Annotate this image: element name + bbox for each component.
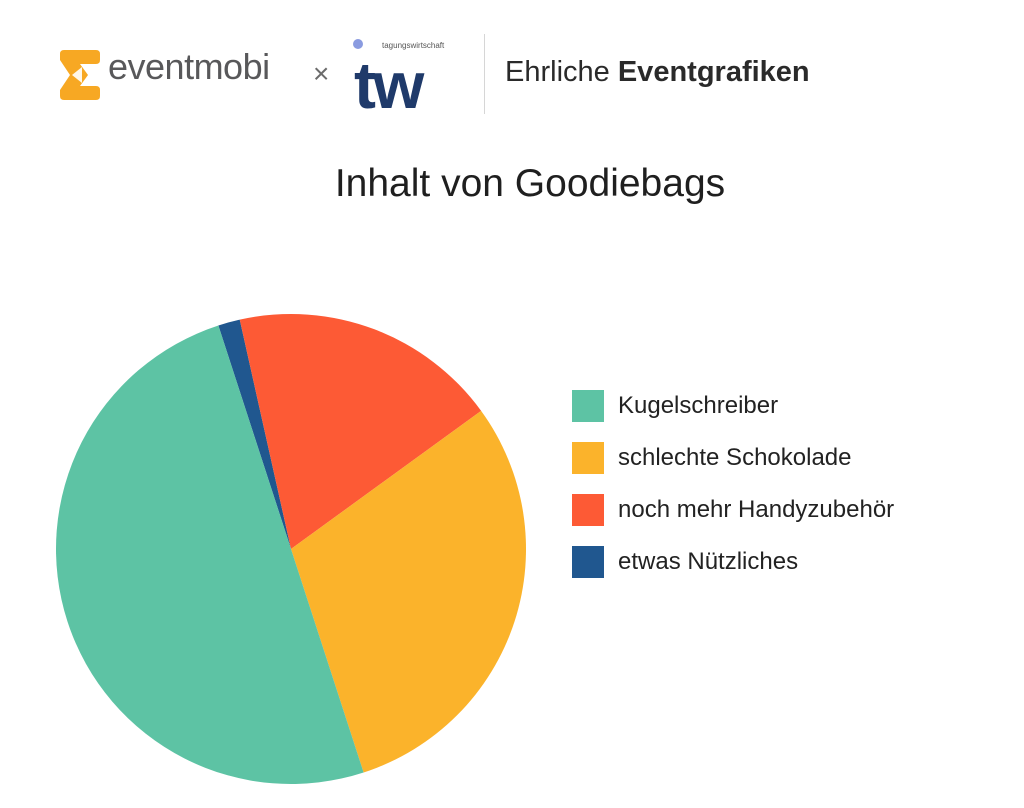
svg-text:tw: tw xyxy=(354,48,425,112)
legend-label: Kugelschreiber xyxy=(618,392,779,419)
header-divider xyxy=(484,34,485,114)
legend-swatch xyxy=(572,390,604,422)
pie-slice-noch-mehr-handyzubehör xyxy=(239,314,482,549)
chart-legend: Kugelschreiber schlechte Schokolade noch m… xyxy=(572,380,992,588)
pie-chart xyxy=(55,314,527,785)
legend-swatch xyxy=(572,494,604,526)
legend-item: Kugelschreiber xyxy=(572,380,992,432)
legend-label: schlechte Schokolade xyxy=(618,444,852,471)
legend-label: noch mehr Handyzubehör xyxy=(618,496,895,523)
eventmobi-logo-icon xyxy=(60,50,100,100)
svg-text:tagungswirtschaft: tagungswirtschaft xyxy=(382,41,445,50)
pie-slice-etwas-nützliches xyxy=(218,319,291,549)
pie-slice-schlechte-schokolade xyxy=(291,410,527,773)
legend-item: etwas Nützliches xyxy=(572,536,992,588)
legend-swatch xyxy=(572,546,604,578)
brand-separator: × xyxy=(313,58,330,89)
tagline-bold: Eventgrafiken xyxy=(617,56,810,88)
tagungswirtschaft-logo-icon: tagungswirtschaft tw xyxy=(353,39,445,112)
header: eventmobi × tagungswirtschaft tw Ehrlich… xyxy=(0,32,1024,116)
chart-title: Inhalt von Goodiebags xyxy=(334,162,726,205)
eventmobi-wordmark: eventmobi xyxy=(108,46,270,87)
legend-swatch xyxy=(572,442,604,474)
legend-item: schlechte Schokolade xyxy=(572,432,992,484)
tagline-light: Ehrliche xyxy=(505,56,610,88)
pie-slice-kugelschreiber xyxy=(55,325,364,785)
tagline: Ehrliche Eventgrafiken xyxy=(505,56,810,89)
legend-label: etwas Nützliches xyxy=(618,548,799,575)
legend-item: noch mehr Handyzubehör xyxy=(572,484,992,536)
